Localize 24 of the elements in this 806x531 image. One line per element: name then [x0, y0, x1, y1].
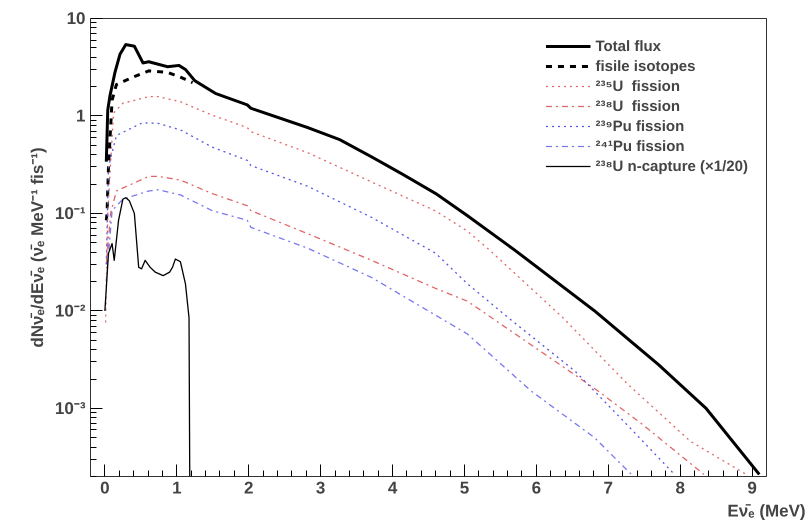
y-tick-label: 1 [76, 106, 86, 126]
x-tick-label: 5 [460, 478, 470, 498]
x-tick-label: 0 [100, 478, 110, 498]
y-tick-label: 10⁻³ [54, 398, 86, 418]
legend-label: Total flux [595, 38, 662, 54]
y-tick-label: 10 [66, 9, 86, 28]
legend-label: ²³⁹Pu fission [595, 118, 684, 134]
x-axis-title: Eν̄ₑ (MeV) [727, 502, 806, 520]
y-tick-label: 10⁻² [54, 301, 86, 320]
x-tick-label: 8 [675, 478, 685, 498]
x-tick-label: 7 [604, 478, 614, 498]
x-tick-label: 9 [747, 478, 757, 498]
x-tick-label: 2 [244, 478, 254, 498]
x-tick-label: 1 [172, 478, 182, 498]
legend-label: ²⁴¹Pu fission [595, 138, 685, 154]
x-tick-label: 4 [388, 478, 398, 498]
legend-label: ²³⁸U n-capture (×1/20) [595, 158, 748, 174]
legend-label: fisile isotopes [595, 58, 696, 74]
y-tick-label: 10⁻¹ [54, 204, 86, 223]
x-tick-label: 6 [532, 478, 542, 498]
y-axis-title: dNν̄ₑ/dEν̄ₑ (ν̄ₑ MeV⁻¹ fis⁻¹) [28, 147, 47, 348]
x-tick-label: 3 [316, 478, 326, 498]
legend-label: ²³⁸U fission [595, 98, 680, 114]
legend-label: ²³⁵U fission [595, 78, 680, 94]
